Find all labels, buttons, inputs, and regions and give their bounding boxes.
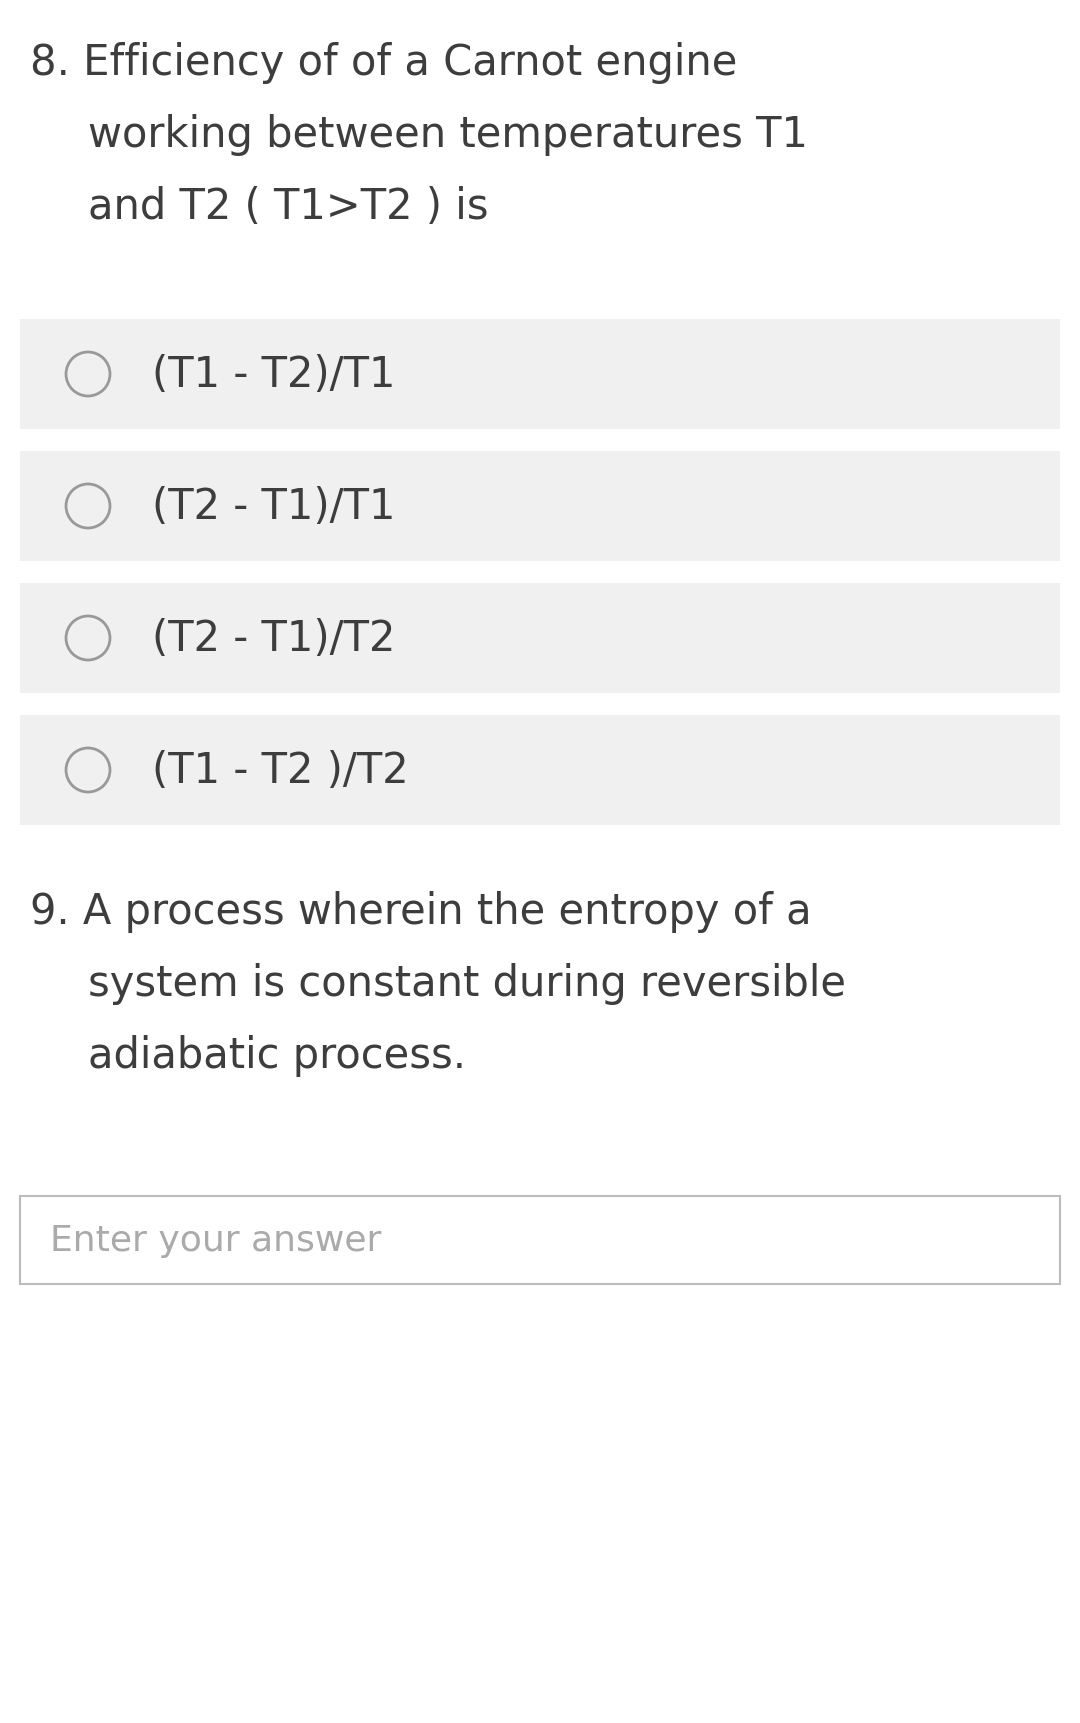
Text: adiabatic process.: adiabatic process.: [87, 1034, 465, 1077]
FancyBboxPatch shape: [21, 451, 1059, 562]
Text: and T2 ( T1>T2 ) is: and T2 ( T1>T2 ) is: [87, 186, 488, 227]
FancyBboxPatch shape: [21, 584, 1059, 694]
FancyBboxPatch shape: [21, 715, 1059, 825]
FancyBboxPatch shape: [21, 320, 1059, 429]
Text: (T2 - T1)/T2: (T2 - T1)/T2: [152, 617, 395, 660]
Text: (T1 - T2)/T1: (T1 - T2)/T1: [152, 353, 395, 396]
FancyBboxPatch shape: [21, 1196, 1059, 1284]
Text: Enter your answer: Enter your answer: [50, 1223, 381, 1258]
Text: 9. A process wherein the entropy of a: 9. A process wherein the entropy of a: [30, 891, 812, 932]
Text: (T1 - T2 )/T2: (T1 - T2 )/T2: [152, 750, 408, 791]
Text: 8. Efficiency of of a Carnot engine: 8. Efficiency of of a Carnot engine: [30, 41, 738, 84]
Text: working between temperatures T1: working between temperatures T1: [87, 114, 808, 155]
Text: (T2 - T1)/T1: (T2 - T1)/T1: [152, 486, 395, 527]
Text: system is constant during reversible: system is constant during reversible: [87, 963, 846, 1005]
